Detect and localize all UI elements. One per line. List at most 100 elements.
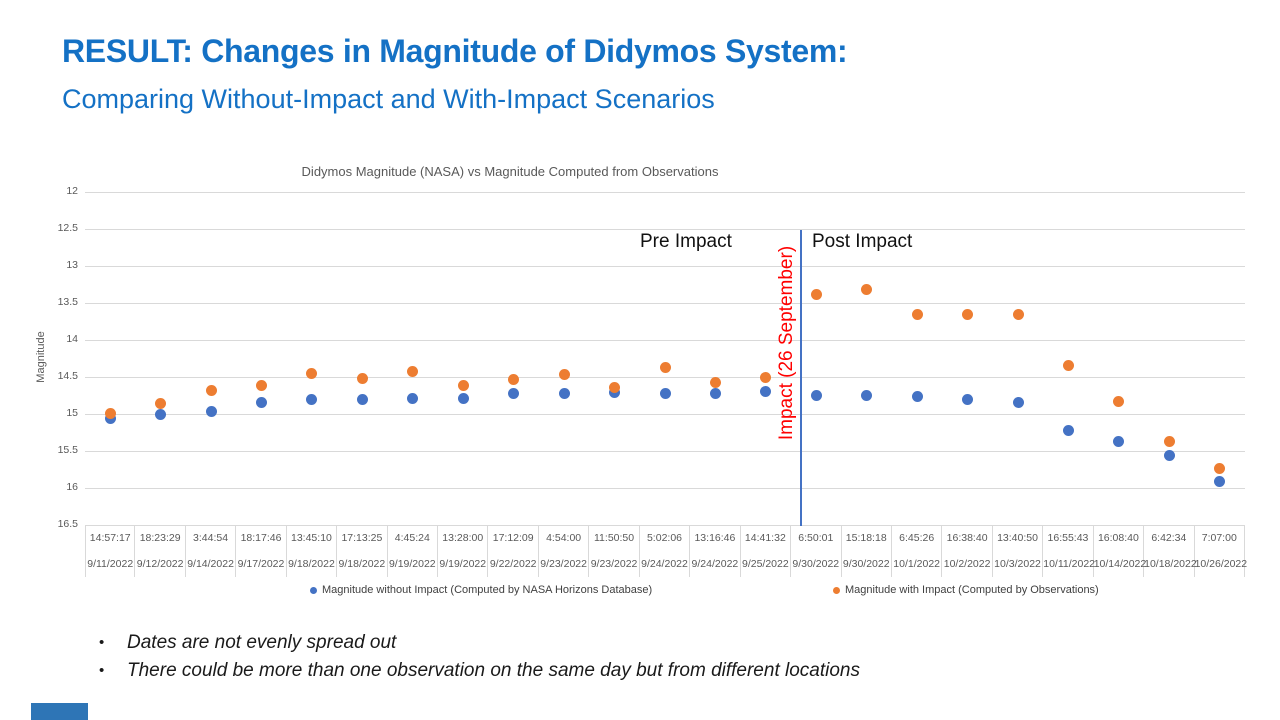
data-point-without-impact bbox=[256, 396, 268, 408]
data-point-with-impact bbox=[104, 407, 116, 419]
data-point-with-impact bbox=[659, 361, 671, 373]
data-point-without-impact bbox=[962, 393, 974, 405]
x-tick-cell: 13:28:00 9/19/2022 bbox=[438, 525, 489, 577]
x-date-label: 9/22/2022 bbox=[489, 558, 537, 570]
x-tick-cell: 6:42:34 10/18/2022 bbox=[1144, 525, 1197, 577]
x-tick-cell: 7:07:00 10/26/2022 bbox=[1194, 525, 1248, 577]
x-date-label: 9/30/2022 bbox=[842, 558, 890, 570]
x-time-label: 6:50:01 bbox=[798, 532, 834, 544]
x-tick-cell: 16:08:40 10/14/2022 bbox=[1093, 525, 1147, 577]
y-tick-label: 15 bbox=[66, 407, 78, 419]
x-tick-cell: 6:50:01 9/30/2022 bbox=[791, 525, 842, 577]
legend-label: Magnitude without Impact (Computed by NA… bbox=[322, 584, 653, 596]
data-point-with-impact bbox=[760, 371, 772, 383]
impact-line-label: Impact (26 September) bbox=[776, 245, 797, 441]
data-point-without-impact bbox=[861, 390, 873, 401]
y-tick-label: 14.5 bbox=[57, 370, 78, 382]
impact-line bbox=[800, 230, 802, 526]
data-point-without-impact bbox=[709, 387, 721, 399]
x-date-label: 10/1/2022 bbox=[893, 558, 941, 570]
x-date-label: 9/11/2022 bbox=[87, 558, 134, 570]
data-point-without-impact bbox=[508, 387, 520, 399]
data-point-without-impact bbox=[457, 392, 469, 404]
legend-dot-blue-icon bbox=[310, 586, 317, 594]
x-tick-cell: 6:45:26 10/1/2022 bbox=[892, 525, 943, 577]
x-time-label: 6:42:34 bbox=[1151, 532, 1187, 544]
x-date-label: 10/18/2022 bbox=[1144, 558, 1197, 570]
x-date-label: 9/24/2022 bbox=[641, 558, 688, 570]
y-tick-label: 15.5 bbox=[57, 444, 78, 456]
data-point-without-impact bbox=[205, 405, 217, 417]
x-tick-cell: 5:02:06 9/24/2022 bbox=[640, 525, 691, 577]
x-time-label: 4:45:24 bbox=[394, 532, 430, 544]
x-tick-cell: 4:45:24 9/19/2022 bbox=[388, 525, 439, 577]
x-date-label: 9/25/2022 bbox=[741, 558, 789, 570]
pre-impact-label: Pre Impact bbox=[640, 231, 732, 252]
data-point-without-impact bbox=[659, 387, 671, 399]
data-point-without-impact bbox=[356, 393, 368, 405]
x-date-label: 10/14/2022 bbox=[1093, 558, 1147, 570]
data-point-with-impact bbox=[962, 309, 974, 321]
grid-line bbox=[85, 191, 1245, 193]
x-date-label: 9/17/2022 bbox=[237, 558, 285, 570]
slide-title: RESULT: Changes in Magnitude of Didymos … bbox=[62, 33, 848, 69]
legend-label: Magnitude with Impact (Computed by Obser… bbox=[845, 584, 1099, 596]
y-tick-label: 16 bbox=[66, 481, 78, 493]
grid-line bbox=[85, 413, 1245, 415]
x-time-label: 13:16:46 bbox=[694, 532, 736, 544]
x-tick-cell: 4:54:00 9/23/2022 bbox=[539, 525, 590, 577]
grid-line bbox=[85, 302, 1245, 304]
x-date-label: 9/18/2022 bbox=[338, 558, 386, 570]
x-time-label: 16:55:43 bbox=[1047, 532, 1089, 544]
post-impact-label: Post Impact bbox=[812, 231, 913, 252]
x-date-label: 9/14/2022 bbox=[187, 558, 234, 570]
x-date-label: 9/23/2022 bbox=[590, 558, 638, 570]
y-tick-label: 13 bbox=[66, 259, 78, 271]
grid-line bbox=[85, 265, 1245, 267]
data-point-without-impact bbox=[1012, 396, 1024, 408]
data-point-without-impact bbox=[1163, 449, 1175, 461]
x-tick-cell: 17:12:09 9/22/2022 bbox=[488, 525, 539, 577]
x-date-label: 9/23/2022 bbox=[540, 558, 587, 570]
x-time-label: 16:08:40 bbox=[1097, 532, 1139, 544]
x-time-label: 13:40:50 bbox=[997, 532, 1038, 544]
y-tick-label: 16.5 bbox=[57, 518, 78, 530]
x-tick-cell: 13:45:10 9/18/2022 bbox=[287, 525, 338, 577]
x-time-label: 13:28:00 bbox=[442, 532, 484, 544]
data-point-with-impact bbox=[1113, 395, 1125, 407]
data-point-without-impact bbox=[911, 391, 923, 403]
x-date-label: 10/2/2022 bbox=[943, 558, 991, 570]
x-tick-cell: 13:16:46 9/24/2022 bbox=[690, 525, 741, 577]
x-tick-cell: 16:38:40 10/2/2022 bbox=[942, 525, 993, 577]
legend-item-without-impact: Magnitude without Impact (Computed by NA… bbox=[310, 584, 652, 596]
data-point-without-impact bbox=[407, 392, 419, 404]
data-point-with-impact bbox=[1163, 435, 1175, 447]
x-time-label: 18:17:46 bbox=[240, 532, 282, 544]
data-point-with-impact bbox=[558, 368, 570, 380]
x-date-label: 10/26/2022 bbox=[1194, 558, 1248, 570]
x-time-label: 5:02:06 bbox=[646, 532, 683, 544]
x-date-label: 9/19/2022 bbox=[439, 558, 487, 570]
data-point-with-impact bbox=[1214, 462, 1226, 474]
x-time-label: 13:45:10 bbox=[291, 532, 332, 544]
note-item: There could be more than one observation… bbox=[97, 657, 860, 685]
chart-title: Didymos Magnitude (NASA) vs Magnitude Co… bbox=[301, 164, 719, 179]
data-point-without-impact bbox=[1214, 475, 1226, 487]
y-tick-label: 13.5 bbox=[57, 296, 78, 308]
data-point-with-impact bbox=[356, 372, 368, 384]
x-tick-cell: 14:41:32 9/25/2022 bbox=[741, 525, 792, 577]
legend-dot-orange-icon bbox=[833, 586, 840, 594]
x-time-label: 7:07:00 bbox=[1201, 532, 1237, 544]
y-axis-title: Magnitude bbox=[35, 331, 47, 383]
data-point-with-impact bbox=[911, 308, 923, 320]
x-date-label: 9/24/2022 bbox=[691, 558, 739, 570]
x-tick-cell: 14:57:17 9/11/2022 bbox=[85, 525, 136, 577]
x-tick-cell: 18:23:29 9/12/2022 bbox=[135, 525, 186, 577]
x-tick-cell: 3:44:54 9/14/2022 bbox=[186, 525, 237, 577]
y-tick-label: 14 bbox=[66, 333, 78, 345]
data-point-with-impact bbox=[1012, 309, 1024, 321]
notes-list: Dates are not evenly spread outThere cou… bbox=[97, 629, 860, 684]
x-tick-cell: 11:50:50 9/23/2022 bbox=[589, 525, 640, 577]
x-tick-cell: 18:17:46 9/17/2022 bbox=[236, 525, 287, 577]
data-point-with-impact bbox=[205, 384, 217, 396]
